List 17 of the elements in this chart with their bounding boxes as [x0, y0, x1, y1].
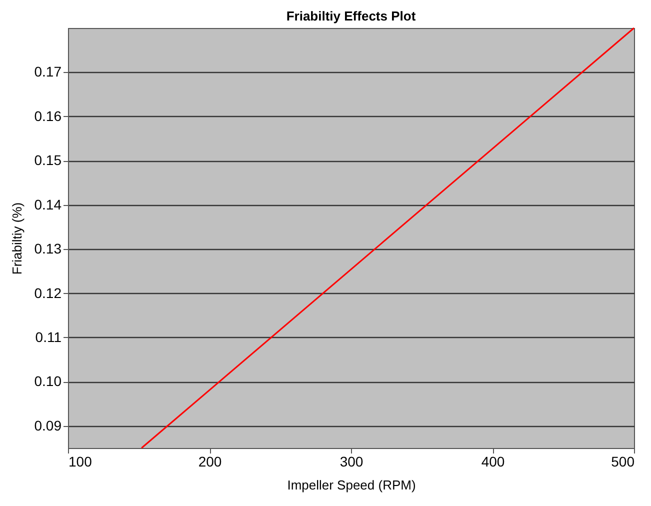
x-tick-label: 100: [68, 454, 92, 470]
x-tick-label: 500: [611, 454, 635, 470]
y-tick-label: 0.14: [34, 196, 62, 212]
y-tick-label: 0.09: [34, 417, 62, 434]
x-tick-label: 200: [198, 454, 222, 470]
y-tick-label: 0.11: [35, 328, 62, 345]
x-tick-label: 300: [340, 454, 364, 470]
x-axis-title: Impeller Speed (RPM): [287, 478, 416, 492]
y-tick-label: 0.10: [34, 373, 62, 390]
y-tick-label: 0.16: [34, 108, 62, 124]
chart-title: Friabiltiy Effects Plot: [286, 8, 416, 24]
y-tick-label: 0.12: [34, 284, 62, 301]
x-tick-label: 400: [481, 454, 505, 470]
y-axis-title: Friabiltiy (%): [9, 202, 24, 275]
y-tick-label: 0.15: [34, 152, 62, 168]
y-tick-label: 0.17: [34, 64, 62, 80]
y-tick-label: 0.13: [34, 240, 62, 257]
